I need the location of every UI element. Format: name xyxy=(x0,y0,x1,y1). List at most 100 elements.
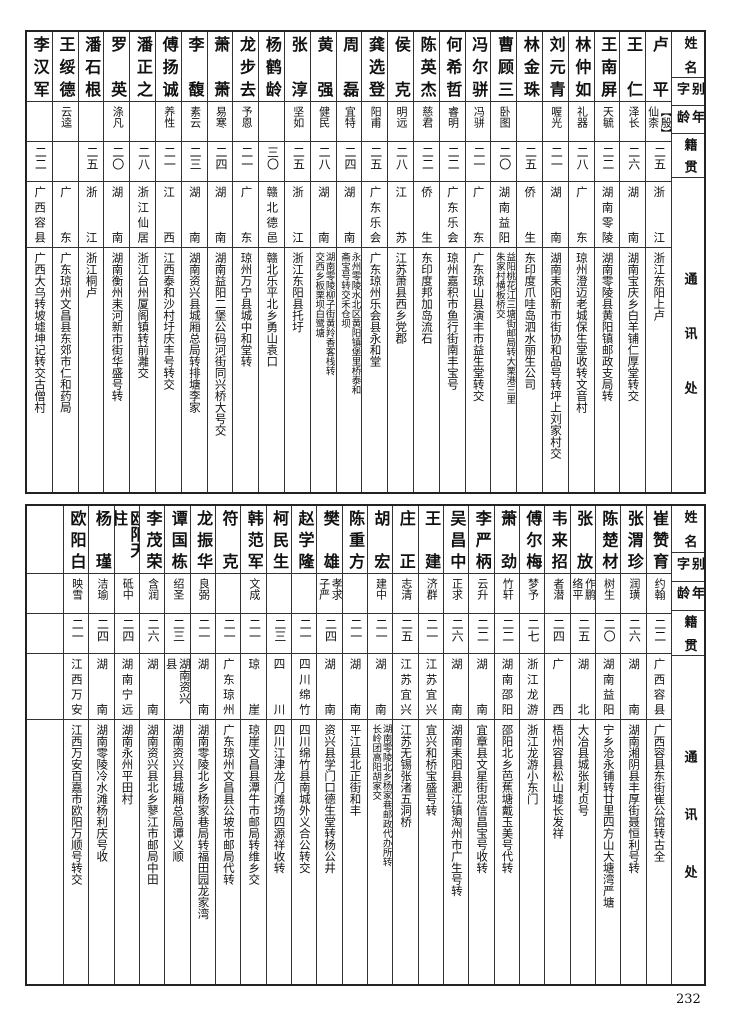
cell-address-text: 湖南衡州耒河新市街华盛号转 xyxy=(110,252,125,402)
cell-origin: 湖南 xyxy=(621,654,646,720)
cell-alias-text: 涤凡 xyxy=(111,106,125,128)
cell-name: 龙步去 xyxy=(233,32,259,102)
cell-address-text: 永州零陵水北区黄阳镇堡里桥泰和 斋宝号转交禾仓坝 xyxy=(339,252,361,395)
cell-origin-text: 湖北 xyxy=(576,658,591,715)
record-column: 李汉军 二二 广西容县 广西大乌转坡墟坤记转交古僧村 xyxy=(27,32,52,492)
cell-origin-text: 湖南 xyxy=(549,186,564,243)
cell-origin: 广东乐会 xyxy=(439,182,465,248)
cell-alias-text: 素云 xyxy=(188,106,202,128)
cell-origin-text: 广东乐会 xyxy=(445,186,460,243)
empty-column xyxy=(27,506,64,984)
cell-address-text: 琼崖文昌县潭牛市邮局转维乡交 xyxy=(247,724,262,885)
record-column: 傅扬诚 养性 二一 江西 江西泰和沙村圩庆丰号转交 xyxy=(155,32,181,492)
cell-alias: 予恩 xyxy=(233,102,259,142)
cell-origin: 湖南邵阳 xyxy=(494,654,520,720)
cell-name-text: 冯尔骈 xyxy=(469,36,489,97)
cell-address-text: 广东琼州乐会县永和堂 xyxy=(368,252,383,367)
header-alias-text: 别字 xyxy=(674,556,704,570)
cell-alias: 正求 xyxy=(444,574,469,614)
cell-origin-text: 湖南 xyxy=(110,186,125,243)
cell-address: 东印度爪哇岛泗水丽生公司 xyxy=(517,248,542,492)
cell-age: 二四 xyxy=(336,142,362,182)
cell-age-text: 二六 xyxy=(627,618,642,642)
cell-origin-text: 江苏 xyxy=(394,186,409,243)
cell-alias: 文成 xyxy=(241,574,266,614)
cell-address-text: 益阳桃花江三塘街邮局转大栗港三里 朱家村横板桥交 xyxy=(493,252,516,404)
cell-address: 湖南永州平田村 xyxy=(115,720,139,984)
cell-address-text: 湖南益阳二堡公码河街同兴桥大号交 xyxy=(213,252,228,436)
cell-origin: 湖南 xyxy=(207,182,233,248)
cell-name: 韩范军 xyxy=(241,506,266,574)
cell-origin: 江西万安 xyxy=(64,654,89,720)
cell-name-text: 何希哲 xyxy=(443,36,463,97)
cell-origin-text: 湖南益阳 xyxy=(601,658,616,715)
cell-alias: 孝求 子严 xyxy=(317,574,342,614)
cell-alias-text: 明远 xyxy=(394,106,408,128)
header-alias-text: 别字 xyxy=(674,82,704,96)
cell-origin: 湖南 xyxy=(181,182,207,248)
cell-name: 林仲如 xyxy=(568,32,594,102)
cell-address: 琼州嘉积市鱼行街南丰宝号 xyxy=(440,248,465,492)
cell-origin-text: 江西万安 xyxy=(69,658,84,715)
cell-alias xyxy=(259,102,285,142)
cell-alias-text: 映雪 xyxy=(70,578,84,600)
cell-name: 刘元青 xyxy=(543,32,568,102)
cell-age-text: 二一 xyxy=(70,618,85,642)
cell-alias: 映雪 xyxy=(64,574,89,614)
cell-origin-text: 湖南 xyxy=(342,186,357,243)
cell-name: 杨瑾 xyxy=(89,506,114,574)
cell-alias: 明远 xyxy=(388,102,414,142)
cell-alias-text: 卧图 xyxy=(498,106,512,128)
cell-alias: 睿明 xyxy=(439,102,465,142)
cell-address-text: 梧州容县松山墟长发祥 xyxy=(551,724,566,839)
cell-address-text: 琼州万宁县城中和堂转 xyxy=(239,252,254,367)
cell-alias-text: 养性 xyxy=(162,106,176,128)
cell-age: 二八 xyxy=(388,142,414,182)
cell-age: 二五 xyxy=(570,614,596,654)
cell-name-text: 陈英杰 xyxy=(417,36,437,97)
cell-age-text: 二五 xyxy=(576,618,591,642)
cell-address: 广东琼州乐会县永和堂 xyxy=(362,248,387,492)
record-column: 冯尔骈 冯骈 二一 广东 广东琼山县演丰市益生堂转交 xyxy=(464,32,491,492)
cell-address: 湖南湘阴县丰厚街聂恒利号转 xyxy=(621,720,645,984)
cell-origin: 四川 xyxy=(266,654,292,720)
cell-alias: 约翰 xyxy=(646,574,671,614)
cell-origin-text: 湖南 xyxy=(323,658,338,715)
record-column: 王南屏 天毓 二二 湖南零陵 湖南零陵县黄阳镇邮政支局转 xyxy=(593,32,620,492)
record-column: 萧萧 易寒 二四 湖南 湖南益阳二堡公码河街同兴桥大号交 xyxy=(206,32,233,492)
record-column: 庄正 志清 二五 江苏宜兴 江苏无锡张渚五洞桥 xyxy=(392,506,418,984)
cell-name-text: 龙振华 xyxy=(194,510,214,569)
cell-origin-text: 浙江龙游 xyxy=(525,658,540,715)
record-column: 张淳 坚如 二五 浙江 浙江东阳县托圩 xyxy=(284,32,310,492)
cell-age-text: 二六 xyxy=(626,146,641,170)
empty-cell xyxy=(27,720,63,984)
cell-name-text: 王南屏 xyxy=(598,36,618,97)
cell-name-text: 符克 xyxy=(219,510,239,569)
cell-address-text: 邵阳北乡芭蕉塘戴玉美号代转 xyxy=(500,724,515,874)
cell-address: 湖南耒阳新市街协和品号转坪上刘家村交 xyxy=(543,248,568,492)
cell-name: 樊雄 xyxy=(317,506,342,574)
cell-address-text: 湖南资兴县城厢总局谭义顺 xyxy=(171,724,186,862)
cell-age: 二三 xyxy=(165,614,190,654)
cell-origin-text: 湖南 xyxy=(196,658,211,715)
cell-age-text: 二六 xyxy=(146,618,161,642)
cell-name-text: 欧阳天柱 xyxy=(114,510,140,558)
cell-origin-text: 四川 xyxy=(272,658,287,715)
cell-name-text: 王绥德 xyxy=(56,36,76,97)
cell-origin: 湖南 xyxy=(336,182,362,248)
cell-alias-text: 【殷】仙柰 xyxy=(646,106,671,134)
cell-alias xyxy=(517,102,543,142)
cell-address: 湖南零陵县黄阳镇邮政支局转 xyxy=(595,248,620,492)
cell-alias-text: 易寒 xyxy=(214,106,228,128)
cell-name-text: 崔赞育 xyxy=(650,510,670,569)
cell-origin: 侨生 xyxy=(517,182,543,248)
cell-name-text: 萧萧 xyxy=(211,36,231,97)
header-alias: 别字 xyxy=(672,78,704,107)
cell-origin: 湖南 xyxy=(368,654,393,720)
record-column: 潘石根 二五 浙江 浙江桐卢 xyxy=(77,32,104,492)
cell-address: 浙江桐卢 xyxy=(79,248,104,492)
cell-origin-text: 广东 xyxy=(574,186,589,243)
cell-origin: 江苏宜兴 xyxy=(393,654,418,720)
cell-origin: 湖南 xyxy=(89,654,114,720)
record-column: 王建 济群 二一 江苏宜兴 宜兴和桥宝盛号转 xyxy=(417,506,444,984)
